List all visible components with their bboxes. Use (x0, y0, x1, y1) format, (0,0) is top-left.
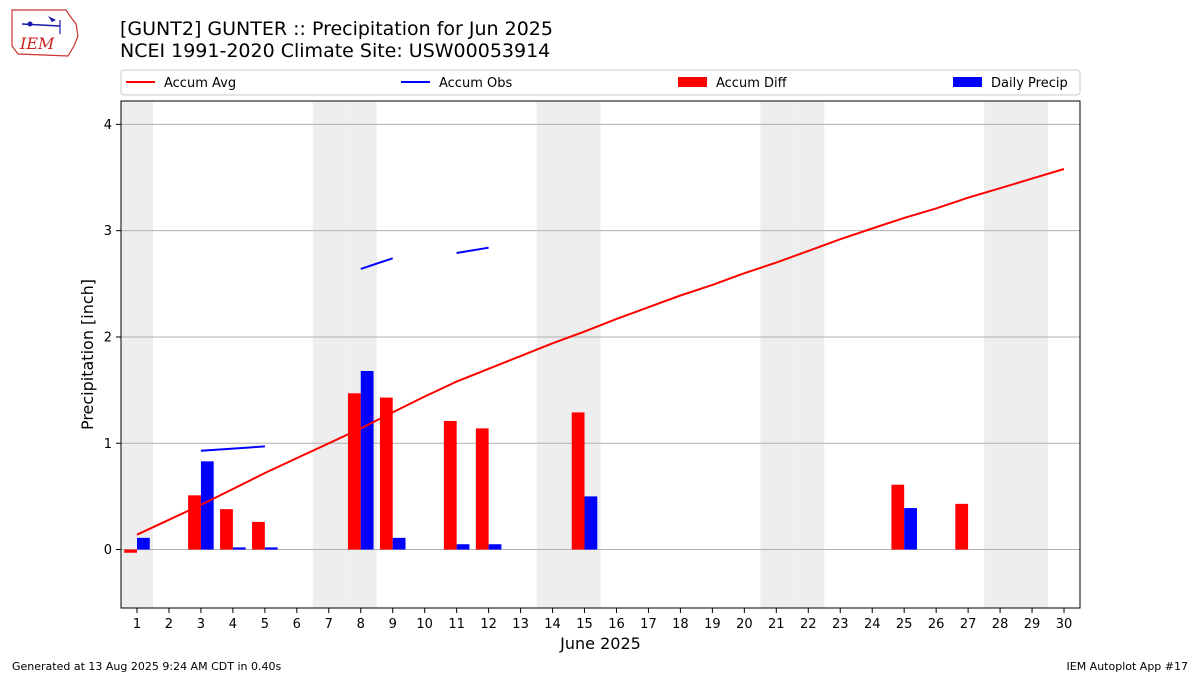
legend-swatch (953, 77, 982, 87)
x-tick-label: 15 (576, 617, 593, 632)
daily-precip-bar (488, 544, 502, 550)
accum-diff-bar (891, 484, 905, 550)
x-tick-label: 8 (357, 617, 365, 632)
x-tick-label: 3 (197, 617, 205, 632)
x-tick-label: 5 (261, 617, 269, 632)
x-tick-label: 13 (512, 617, 529, 632)
iem-logo: IEM (11, 9, 79, 57)
x-tick-label: 19 (704, 617, 721, 632)
x-tick-label: 25 (896, 617, 913, 632)
accum-obs-line (360, 257, 394, 270)
daily-precip-bar (456, 544, 470, 550)
accum-diff-bar (475, 428, 489, 550)
weekend-band (1016, 101, 1049, 608)
accum-diff-bar (188, 495, 201, 550)
x-tick-label: 6 (293, 617, 301, 632)
x-tick-label: 14 (544, 617, 561, 632)
weekend-band (760, 101, 793, 608)
weekend-band (121, 101, 153, 608)
x-tick-label: 24 (864, 617, 881, 632)
chart-subtitle: NCEI 1991-2020 Climate Site: USW00053914 (120, 40, 551, 62)
legend-label: Accum Obs (439, 76, 512, 91)
x-tick-label: 9 (389, 617, 397, 632)
daily-precip-bar (200, 461, 214, 550)
accum-diff-bar (443, 420, 457, 550)
y-axis-label: Precipitation [inch] (78, 279, 97, 430)
daily-precip-bar (264, 547, 278, 550)
accum-diff-bar (124, 549, 137, 553)
accum-avg-line (136, 168, 1065, 536)
x-tick-label: 22 (800, 617, 817, 632)
accum-diff-bar (379, 397, 393, 550)
accum-diff-bar (252, 521, 265, 550)
y-tick-label: 3 (104, 224, 112, 239)
x-tick-label: 26 (928, 617, 945, 632)
legend-label: Accum Diff (716, 76, 788, 91)
legend-label: Accum Avg (164, 76, 236, 91)
x-tick-label: 1 (133, 617, 141, 632)
legend-box (120, 69, 1081, 96)
accum-diff-bar (220, 509, 233, 550)
weekend-band (312, 101, 345, 608)
x-tick-label: 27 (960, 617, 977, 632)
x-tick-label: 23 (832, 617, 849, 632)
x-tick-label: 2 (165, 617, 173, 632)
y-tick-label: 1 (104, 437, 112, 452)
x-tick-label: 4 (229, 617, 237, 632)
y-tick-label: 2 (104, 330, 112, 345)
logo-text: IEM (19, 34, 55, 53)
x-tick-label: 11 (448, 617, 465, 632)
weekend-band (536, 101, 569, 608)
daily-precip-bar (232, 547, 246, 550)
x-tick-label: 28 (992, 617, 1009, 632)
daily-precip-bar (904, 508, 917, 550)
accum-obs-line (200, 445, 265, 452)
y-tick-label: 0 (104, 543, 112, 558)
x-tick-label: 7 (325, 617, 333, 632)
accum-obs-line (456, 246, 489, 254)
accum-diff-bar (347, 393, 361, 550)
app-footer: IEM Autoplot App #17 (1066, 660, 1189, 673)
x-tick-label: 12 (480, 617, 497, 632)
iowa-outline-icon (11, 9, 79, 57)
daily-precip-bar (584, 496, 598, 550)
accum-diff-bar (571, 412, 585, 550)
x-tick-label: 21 (768, 617, 785, 632)
x-axis-label: June 2025 (559, 634, 641, 653)
legend-label: Daily Precip (991, 76, 1068, 91)
x-tick-label: 10 (416, 617, 433, 632)
generated-footer: Generated at 13 Aug 2025 9:24 AM CDT in … (12, 660, 282, 673)
daily-precip-bar (392, 537, 406, 550)
daily-precip-bar (136, 537, 150, 550)
x-tick-label: 17 (640, 617, 657, 632)
legend-swatch (678, 77, 707, 87)
x-tick-label: 16 (608, 617, 625, 632)
weekend-band (984, 101, 1017, 608)
daily-precip-bar (360, 370, 374, 550)
x-tick-label: 20 (736, 617, 753, 632)
x-tick-label: 29 (1024, 617, 1041, 632)
weekend-band (792, 101, 825, 608)
plot-frame (120, 100, 1081, 609)
accum-diff-bar (955, 503, 969, 550)
x-tick-label: 30 (1056, 617, 1073, 632)
y-tick-label: 4 (104, 118, 112, 133)
x-tick-label: 18 (672, 617, 689, 632)
chart-title: [GUNT2] GUNTER :: Precipitation for Jun … (120, 18, 553, 40)
